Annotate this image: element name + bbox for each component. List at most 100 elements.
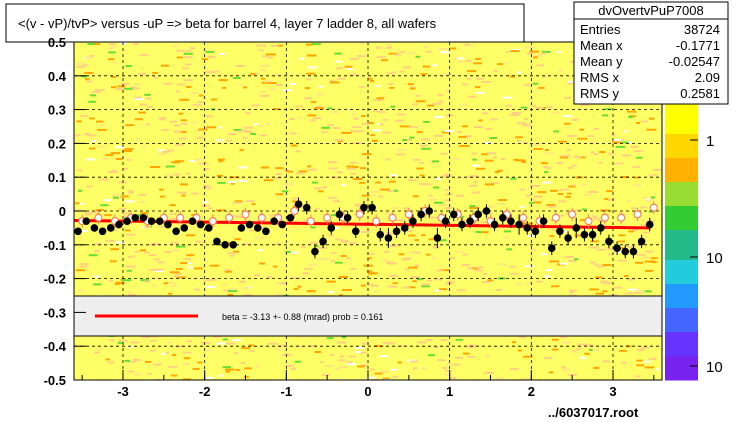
heat-cell [259,134,267,137]
heat-cell [171,374,178,377]
black-point [441,217,450,225]
heat-cell [589,288,599,291]
heat-cell [532,56,538,59]
heat-cell [361,122,371,125]
open-point [633,210,642,219]
heat-cell [251,203,256,206]
heat-cell [218,160,223,163]
black-point [115,220,123,229]
heat-cell [346,68,353,70]
heat-cell [205,376,214,379]
heat-cell [357,55,367,58]
heat-cell [608,253,614,256]
heat-cell [108,170,118,173]
heat-cell [349,161,355,164]
colorbar-band [665,194,698,201]
colorbar-band [665,122,698,129]
heat-cell [203,185,210,188]
heat-cell [79,230,89,233]
heat-cell [432,160,440,163]
colorbar-band [665,134,698,141]
heat-cell [95,242,102,245]
heat-cell [520,106,528,109]
heat-cell [444,207,452,209]
heat-cell [385,261,394,264]
heat-cell [321,126,330,129]
heat-cell [390,105,396,108]
heat-cell [511,341,516,344]
heat-cell [558,69,564,72]
black-point [507,217,515,225]
heat-cell [338,365,347,368]
heat-cell [433,346,440,349]
heat-cell [159,116,167,119]
heat-cell [130,86,136,89]
heat-cell [157,261,165,264]
heat-cell [440,269,450,272]
heat-cell [261,81,269,84]
heat-cell [310,241,319,244]
heat-cell [183,56,193,59]
heat-cell [362,153,372,156]
heat-cell [195,240,204,243]
heat-cell [202,201,209,204]
open-point [208,217,217,226]
black-point [335,210,344,219]
heat-cell [379,123,384,126]
heat-cell [415,100,426,103]
heat-cell [593,127,599,130]
heat-cell [568,259,576,262]
heat-cell [458,215,465,218]
heat-cell [149,268,157,271]
heat-cell [390,174,397,177]
heat-cell [644,260,655,263]
heat-cell [328,161,338,164]
heat-cell [146,105,154,108]
open-point [617,213,626,222]
heat-cell [414,264,420,267]
heat-cell [565,195,571,198]
heat-cell [311,43,321,46]
heat-cell [78,265,88,268]
black-point [172,227,180,236]
heat-cell [636,122,641,124]
heat-cell [238,166,248,169]
black-point [82,217,91,225]
heat-cell [444,373,453,376]
heat-cell [471,191,480,194]
heat-cell [402,139,410,141]
heat-cell [121,279,132,282]
heat-cell [551,285,560,288]
heat-cell [354,347,365,349]
heat-cell [295,360,302,363]
colorbar-band [665,254,698,261]
heat-cell [245,200,255,203]
heat-cell [172,44,178,47]
heat-cell [445,173,451,176]
heat-cell [567,192,572,195]
heat-cell [341,239,349,242]
heat-cell [105,153,114,156]
stats-value: 2.09 [695,70,720,85]
heat-cell [612,141,622,144]
heat-cell [176,83,185,86]
heat-cell [318,190,324,193]
colorbar-band [665,212,698,219]
x-tick-label: 1 [446,384,453,399]
heat-cell [542,75,547,78]
heat-cell [250,73,256,75]
heat-cell [216,342,226,345]
colorbar-band [665,302,698,309]
heat-cell [174,345,185,348]
heat-cell [361,284,366,287]
heat-cell [388,83,393,86]
heat-cell [261,166,270,169]
x-tick-label: -3 [117,384,129,399]
heat-cell [441,367,447,369]
heat-cell [650,257,658,260]
heat-cell [191,192,199,195]
heat-cell [545,149,549,151]
heat-cell [192,104,202,107]
heat-cell [260,90,267,93]
black-point [123,217,131,225]
